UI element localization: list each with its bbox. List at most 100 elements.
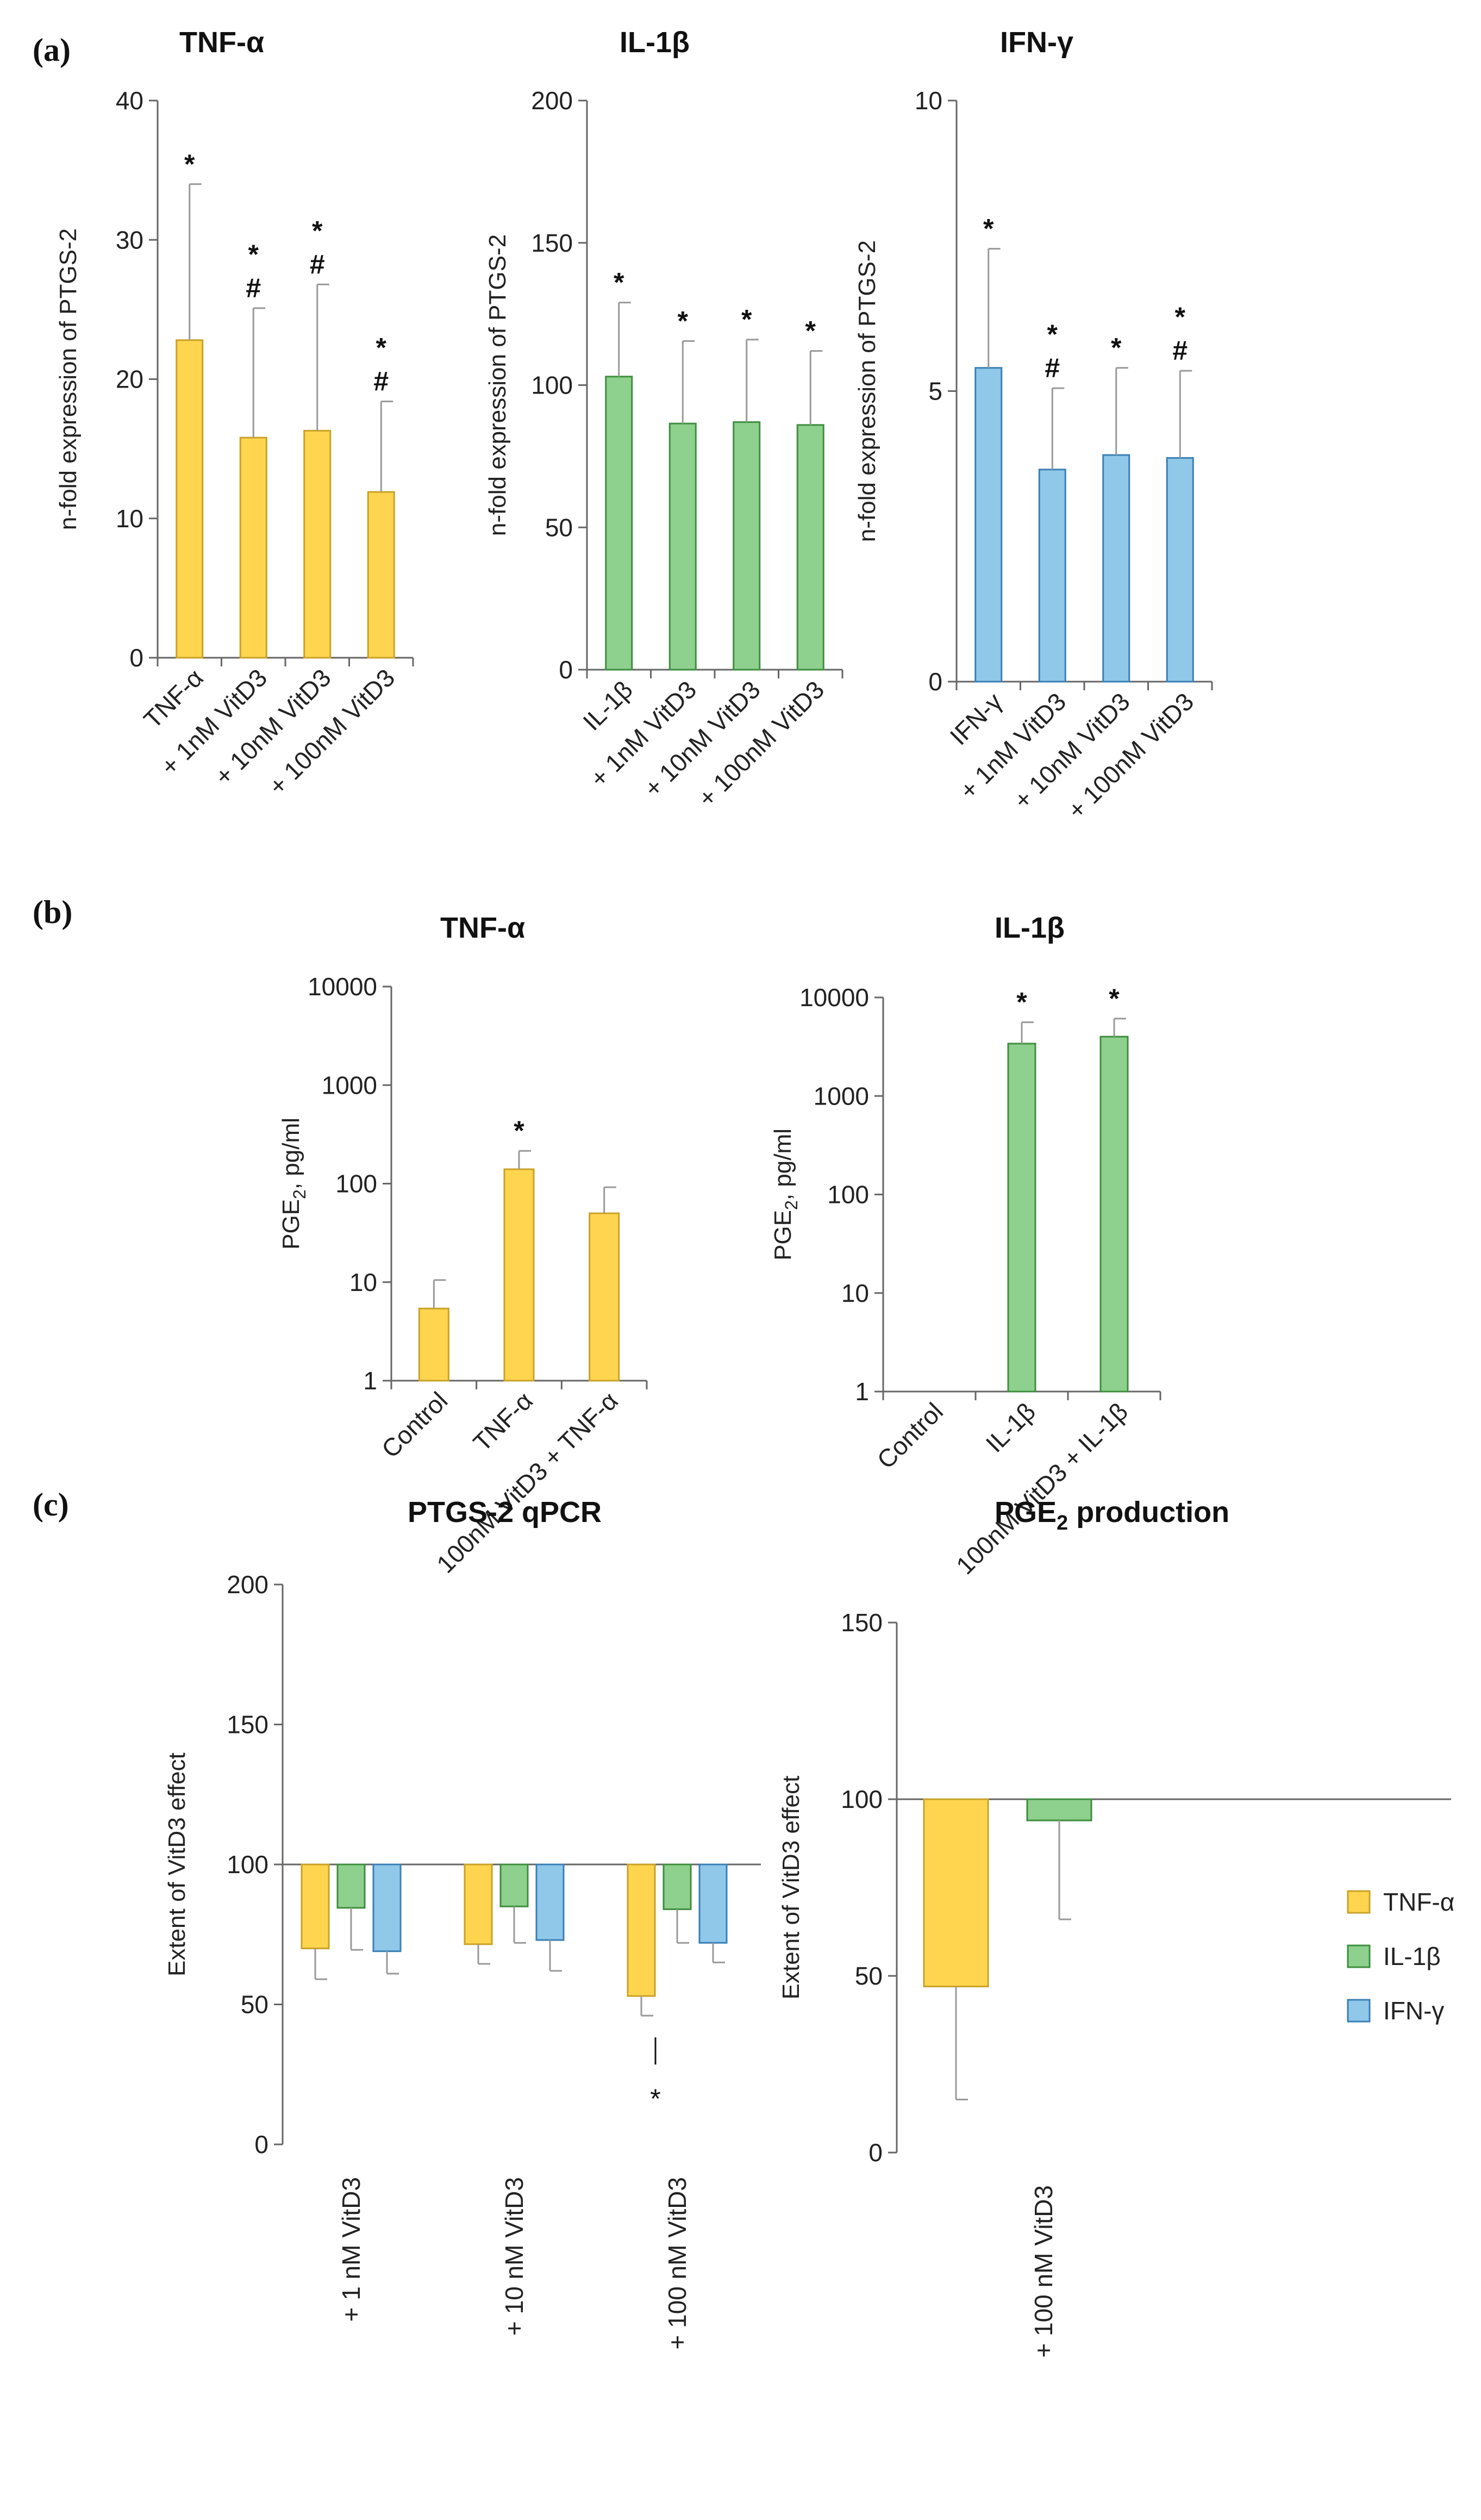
y-axis-label: n-fold expression of PTGS-2 — [55, 228, 82, 530]
legend-label: TNF-α — [1383, 1888, 1454, 1916]
significance-marker: * — [983, 214, 994, 244]
significance-marker: * — [514, 1115, 524, 1146]
y-axis-label-subscript: 2 — [782, 1200, 801, 1210]
bar — [301, 1863, 330, 1949]
bar — [303, 429, 332, 659]
y-tick-label: 100 — [227, 1850, 268, 1879]
bar — [239, 436, 267, 659]
panel-label: (b) — [33, 894, 72, 930]
y-axis-label: PGE2, pg/ml — [278, 1118, 309, 1250]
y-tick-label: 10000 — [799, 983, 869, 1012]
bar — [1026, 1798, 1092, 1822]
y-tick-label: 1 — [363, 1367, 377, 1395]
y-tick-label: 150 — [227, 1711, 268, 1739]
chart-title-text: PGE — [995, 1496, 1057, 1529]
y-axis-label-text: PGE — [770, 1210, 796, 1261]
chart-title: IL-1β — [620, 26, 690, 59]
bar — [418, 1307, 449, 1382]
x-tick-label: + 10 nM VitD3 — [500, 2177, 528, 2336]
bar — [974, 367, 1003, 683]
bar — [605, 376, 633, 671]
significance-marker: * — [1016, 987, 1027, 1018]
legend-swatch — [1347, 1944, 1371, 1968]
y-tick-label: 10 — [841, 1279, 869, 1307]
chart-title-text: IFN-γ — [1000, 26, 1073, 59]
bar — [589, 1212, 620, 1382]
legend-swatch — [1347, 1890, 1371, 1914]
y-axis-label-subscript: 2 — [290, 1189, 309, 1199]
chart-title-text: IL-1β — [995, 912, 1065, 944]
x-tick-label: TNF-α — [467, 1386, 538, 1457]
bar — [336, 1863, 366, 1909]
panel-label: (c) — [33, 1487, 69, 1523]
y-tick-label: 50 — [855, 1962, 883, 1990]
x-tick-label: IL-1β — [980, 1397, 1041, 1458]
y-axis-label: PGE2, pg/ml — [770, 1128, 801, 1261]
y-tick-label: 200 — [531, 86, 573, 115]
y-tick-label: 0 — [928, 668, 942, 696]
x-tick-label: IL-1β — [577, 675, 638, 736]
significance-marker: * — [1109, 983, 1120, 1014]
bar — [503, 1168, 535, 1382]
significance-marker: * — [614, 267, 624, 298]
chart-b1: (b) TNF-α 1 10 100 1000 10000 PGE2, pg/ml Contro… — [33, 894, 648, 1579]
y-tick-label: 100 — [841, 1785, 883, 1813]
y-tick-label: 1000 — [322, 1071, 377, 1099]
bar — [1099, 1036, 1129, 1393]
chart-title: IL-1β — [995, 912, 1065, 944]
y-tick-label: 1000 — [814, 1082, 869, 1110]
bar — [372, 1863, 402, 1953]
chart-title: PGE2 production — [995, 1496, 1229, 1535]
chart-c2: PGE2 production 0 50 100 150 Extent of VitD3 … — [778, 1496, 1451, 2358]
y-tick-label: 0 — [559, 656, 573, 684]
y-axis-label: n-fold expression of PTGS-2 — [484, 234, 511, 536]
y-axis-label: n-fold expression of PTGS-2 — [854, 240, 880, 542]
legend: TNF-α IL-1β IFN-γ — [1347, 1888, 1454, 2025]
chart-title-text: TNF-α — [440, 912, 525, 944]
y-tick-label: 150 — [841, 1608, 883, 1637]
bar — [796, 424, 824, 671]
y-axis-label-text: Extent of VitD3 effect — [164, 1752, 190, 1976]
y-tick-label: 50 — [545, 513, 573, 541]
bar — [663, 1863, 692, 1910]
y-axis-label: Extent of VitD3 effect — [164, 1752, 190, 1976]
y-tick-label: 10000 — [308, 972, 377, 1001]
y-tick-label: 10 — [349, 1268, 377, 1296]
bar — [923, 1798, 989, 1987]
bar — [367, 491, 395, 659]
y-axis-label-suffix: , pg/ml — [278, 1118, 304, 1189]
x-tick-label: + 100 nM VitD3 — [1029, 2185, 1058, 2358]
significance-marker: * — [248, 239, 259, 270]
y-tick-label: 100 — [335, 1170, 377, 1198]
y-axis-label-text: Extent of VitD3 effect — [778, 1776, 804, 2000]
y-tick-label: 0 — [129, 644, 143, 672]
chart-title: TNF-α — [440, 912, 525, 944]
chart-title: IFN-γ — [1000, 26, 1073, 59]
y-axis-label-text: n-fold expression of PTGS-2 — [484, 234, 511, 536]
bar — [733, 421, 761, 671]
bar — [535, 1863, 565, 1941]
significance-marker: * — [1111, 333, 1122, 363]
bar — [698, 1863, 728, 1944]
panel-label: (a) — [33, 32, 71, 68]
bar — [464, 1863, 493, 1945]
y-tick-label: 100 — [531, 371, 573, 400]
significance-marker: * — [1175, 302, 1186, 332]
y-tick-label: 1 — [855, 1377, 869, 1406]
y-tick-label: 100 — [827, 1181, 869, 1209]
y-tick-label: 0 — [868, 2138, 883, 2167]
significance-marker: # — [1045, 353, 1060, 383]
y-axis-label-suffix: , pg/ml — [770, 1128, 796, 1200]
significance-marker: * — [376, 333, 387, 363]
significance-marker: * — [650, 2084, 660, 2114]
significance-marker: * — [741, 304, 752, 335]
chart-c1: (c) PTGS-2 qPCR 0 50 100 150 200 Extent of VitD… — [33, 1487, 761, 2350]
significance-marker: # — [373, 366, 389, 397]
chart-title-text: IL-1β — [620, 26, 690, 59]
bar — [627, 1863, 656, 1997]
y-tick-label: 30 — [116, 226, 143, 254]
